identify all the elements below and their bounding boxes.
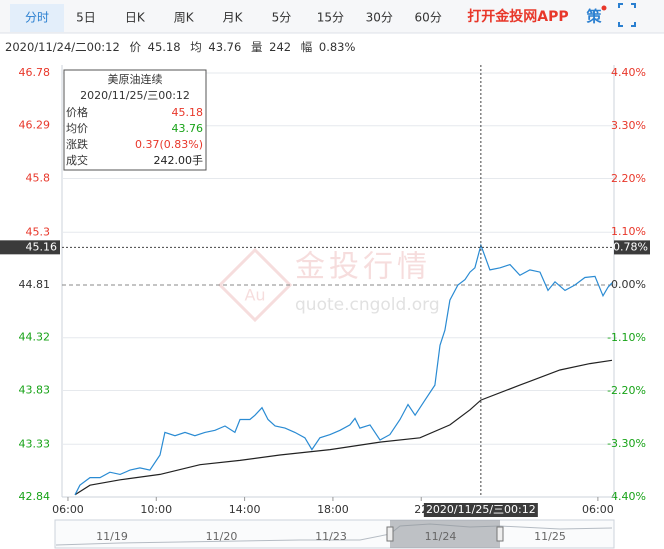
tooltip-title: 美原油连续 bbox=[108, 72, 163, 86]
tooltip: 美原油连续 2020/11/25/三00:12 价格 45.18 均价 43.76 涨跌… bbox=[63, 69, 207, 171]
series-line bbox=[74, 243, 613, 496]
crosshair-x-box bbox=[423, 503, 538, 517]
y-tick-label: 42.84 bbox=[19, 490, 51, 503]
tab[interactable]: 5分 bbox=[272, 11, 292, 25]
x-tick-label: 18:00 bbox=[317, 503, 349, 516]
y2-tick-label: 4.40% bbox=[611, 66, 646, 79]
tooltip-label: 成交 bbox=[66, 153, 88, 167]
y-tick-label: 44.32 bbox=[19, 331, 51, 344]
navigator bbox=[54, 519, 615, 549]
crosshair-y-label: 45.16 bbox=[26, 240, 58, 253]
y2-tick-label: 0.00% bbox=[611, 278, 646, 291]
tab-active-bg bbox=[10, 4, 64, 32]
info-time: 2020/11/24/二00:12 bbox=[5, 40, 120, 54]
y-tick-label: 46.29 bbox=[19, 119, 51, 132]
watermark-logo: Au bbox=[244, 286, 265, 305]
y2-tick-label: -4.40% bbox=[607, 490, 646, 503]
tooltip-label: 均价 bbox=[66, 122, 88, 135]
y-tick-label: 43.33 bbox=[19, 437, 51, 450]
crosshair-y-box bbox=[0, 240, 60, 255]
y-tick-label: 45.8 bbox=[26, 171, 51, 184]
tab[interactable]: 周K bbox=[174, 11, 195, 25]
watermark-logo-frame bbox=[217, 247, 293, 323]
watermark: Au 金投行情 quote.cngold.org bbox=[217, 247, 440, 323]
tooltip-value: 0.37(0.83%) bbox=[135, 138, 203, 151]
app-link[interactable]: 打开金投网APP bbox=[467, 8, 568, 25]
navigator-frame bbox=[54, 519, 615, 549]
y2-tick-label: 2.20% bbox=[611, 172, 646, 185]
y-tick-label: 43.83 bbox=[19, 383, 51, 396]
watermark-url: quote.cngold.org bbox=[295, 295, 440, 315]
tab[interactable]: 日K bbox=[125, 11, 146, 25]
navigator-handle[interactable] bbox=[496, 526, 504, 542]
navigator-label: 11/25 bbox=[534, 530, 566, 543]
tooltip-label: 价格 bbox=[66, 105, 88, 119]
crosshair-y2-label: 0.78% bbox=[613, 240, 648, 253]
info-line: 2020/11/24/二00:12 价 45.18 均 43.76 量 242 … bbox=[5, 40, 355, 54]
y-tick-label: 45.3 bbox=[26, 225, 51, 238]
y2-tick-label: -1.10% bbox=[607, 331, 646, 344]
y2-tick-label: 3.30% bbox=[611, 119, 646, 132]
crosshair-x-label: 2020/11/25/三00:12 bbox=[426, 503, 536, 516]
x-tick-label: 06:00 bbox=[52, 503, 84, 516]
tab-bar bbox=[0, 0, 664, 33]
navigator-label: 11/24 bbox=[425, 530, 457, 543]
series-line bbox=[74, 359, 613, 496]
tab[interactable]: 5日 bbox=[76, 11, 96, 25]
tooltip-value: 242.00手 bbox=[154, 153, 204, 167]
tab[interactable]: 60分 bbox=[415, 11, 442, 25]
y-tick-label: 46.78 bbox=[19, 66, 51, 79]
navigator-label: 11/20 bbox=[206, 530, 238, 543]
x-tick-label: 14:00 bbox=[229, 503, 261, 516]
watermark-name: 金投行情 bbox=[295, 250, 431, 285]
tooltip-box bbox=[63, 69, 207, 171]
info-change-label: 幅 bbox=[301, 40, 313, 54]
y2-tick-label: 1.10% bbox=[611, 225, 646, 238]
y2-tick-label: -2.20% bbox=[607, 384, 646, 397]
info-volume-label: 量 bbox=[251, 40, 263, 54]
tab[interactable]: 分时 bbox=[25, 11, 49, 25]
crosshair-y2-box bbox=[614, 240, 650, 255]
notice-dot bbox=[601, 5, 607, 11]
tab[interactable]: 月K bbox=[223, 11, 244, 25]
info-price-label: 价 bbox=[129, 40, 141, 54]
tooltip-label: 涨跌 bbox=[66, 137, 88, 151]
tab[interactable]: 15分 bbox=[317, 11, 344, 25]
navigator-handle[interactable] bbox=[386, 526, 394, 542]
info-volume: 242 bbox=[269, 40, 291, 54]
strategy-icon[interactable]: 策 bbox=[585, 8, 602, 26]
info-avg-label: 均 bbox=[190, 40, 202, 54]
tab[interactable]: 30分 bbox=[366, 11, 393, 25]
x-tick-label: 06:00 bbox=[582, 503, 614, 516]
tooltip-value: 43.76 bbox=[172, 122, 204, 135]
x-tick-label: 10:00 bbox=[140, 503, 172, 516]
info-price: 45.18 bbox=[148, 40, 181, 54]
y2-tick-label: -3.30% bbox=[607, 437, 646, 450]
tooltip-time: 2020/11/25/三00:12 bbox=[80, 89, 190, 102]
navigator-label: 11/23 bbox=[315, 530, 347, 543]
navigator-window[interactable] bbox=[390, 520, 500, 548]
fullscreen-icon[interactable] bbox=[618, 3, 636, 27]
tooltip-value: 45.18 bbox=[172, 106, 204, 119]
navigator-label: 11/19 bbox=[96, 530, 128, 543]
y-tick-label: 44.81 bbox=[19, 278, 51, 291]
info-avg: 43.76 bbox=[208, 40, 241, 54]
info-change: 0.83% bbox=[319, 40, 356, 54]
